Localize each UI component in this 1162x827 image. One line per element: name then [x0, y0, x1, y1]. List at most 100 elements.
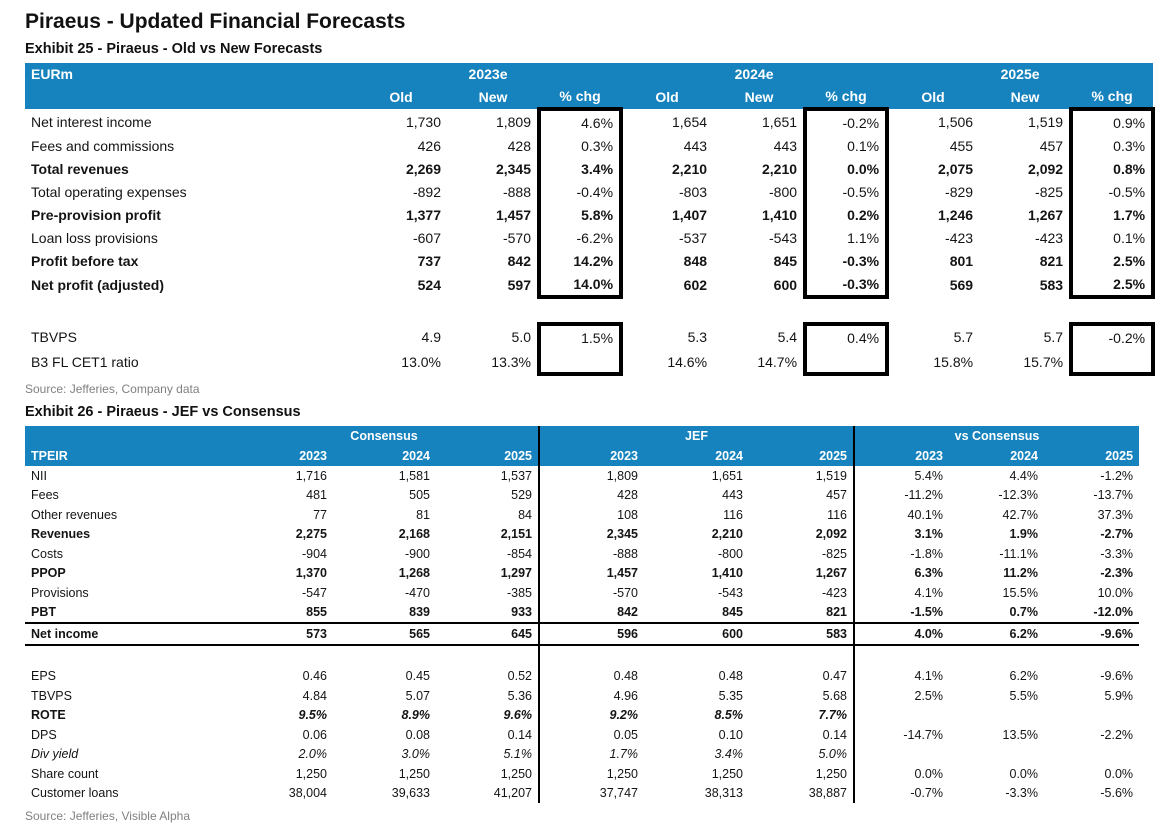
- cell: 13.5%: [1002, 727, 1038, 742]
- cell: -547: [301, 585, 327, 600]
- cell: 5.1%: [503, 747, 533, 762]
- cell: 2,210: [671, 160, 708, 177]
- table-row: ROTE 9.5% 8.9% 9.6% 9.2% 8.5% 7.7%: [25, 705, 1139, 725]
- row-label: Other revenues: [31, 507, 118, 522]
- table-row: Profit before tax 737 842 14.2% 848 845 -0.3% 8…: [25, 249, 1156, 272]
- cell: 1,250: [295, 766, 327, 781]
- cell: -900: [404, 546, 430, 561]
- cell: 4.6%: [536, 107, 624, 134]
- row-label: Fees and commissions: [31, 137, 175, 154]
- year-group-header: 2025e: [887, 63, 1154, 85]
- cell: 5.9%: [1104, 688, 1134, 703]
- cell: -423: [821, 585, 847, 600]
- cell: 2,210: [761, 160, 798, 177]
- cell: 0.3%: [1069, 134, 1156, 157]
- row-label: Total operating expenses: [31, 183, 187, 200]
- table-row: EPS 0.46 0.45 0.52 0.48 0.48 0.47 4.1% 6.2% -9.6%: [25, 666, 1139, 686]
- cell: 6.3%: [853, 563, 949, 583]
- row-label: Net profit (adjusted): [31, 276, 164, 293]
- row-label: TBVPS: [31, 688, 72, 703]
- cell: 1,410: [711, 566, 743, 581]
- cell: 0.48: [538, 666, 644, 686]
- cell: 0.45: [405, 669, 430, 684]
- cell: 14.0%: [536, 272, 624, 299]
- cell: -537: [679, 229, 708, 246]
- cell: 3.1%: [853, 524, 949, 544]
- cell: 1,506: [938, 113, 974, 130]
- cell: 39,633: [391, 786, 430, 801]
- row-label: TBVPS: [31, 328, 77, 345]
- row-label: ROTE: [31, 708, 66, 723]
- row-label: Fees: [31, 488, 59, 503]
- column-header: % chg: [539, 85, 622, 109]
- exhibit25-table: EURm 2023e 2024e 2025e Old New % chg Old…: [25, 63, 1156, 376]
- cell: 428: [507, 137, 531, 154]
- cell: 13.3%: [491, 353, 531, 370]
- table-row: Fees and commissions 426 428 0.3% 443 443 0.1%…: [25, 134, 1156, 157]
- cell: [1044, 745, 1139, 765]
- cell: 597: [507, 276, 531, 293]
- cell: 481: [306, 488, 327, 503]
- cell: -9.6%: [1100, 669, 1134, 684]
- spacer-row: [25, 644, 1139, 667]
- table-row: TBVPS 4.9 5.0 1.5% 5.3 5.4 0.4% 5.7 5.7 -0.2%: [25, 322, 1156, 349]
- cell: 2.0%: [298, 747, 328, 762]
- cell: -0.2%: [1069, 322, 1156, 349]
- header-spacer-cell: [25, 85, 355, 109]
- cell: 1,537: [500, 468, 532, 483]
- cell: 602: [683, 276, 708, 293]
- cell: 0.0%: [1104, 766, 1134, 781]
- cell: -854: [506, 546, 532, 561]
- cell: 455: [949, 137, 974, 154]
- row-label: PBT: [31, 605, 56, 620]
- cell: 845: [722, 605, 743, 620]
- row-label: Costs: [31, 546, 63, 561]
- cell: 821: [1039, 252, 1064, 269]
- column-header: 2024: [333, 446, 436, 466]
- table-row: Net income 573 565 645 596 600 583 4.0% 6.2% -9.6…: [25, 622, 1140, 646]
- cell: 40.1%: [853, 505, 949, 525]
- cell: -0.5%: [1069, 180, 1156, 203]
- cell: 2,345: [538, 524, 644, 544]
- cell: 14.6%: [667, 353, 708, 370]
- table-row: Revenues 2,275 2,168 2,151 2,345 2,210 2,092 3.…: [25, 524, 1139, 544]
- column-header: % chg: [1071, 85, 1154, 109]
- cell: 1,651: [711, 468, 743, 483]
- row-label: Net interest income: [31, 113, 152, 130]
- cell: [1069, 349, 1156, 376]
- table-row: TBVPS 4.84 5.07 5.36 4.96 5.35 5.68 2.5% 5.5% 5.9…: [25, 686, 1139, 706]
- cell: [749, 645, 854, 667]
- column-header: 2024: [949, 446, 1044, 466]
- row-label: Provisions: [31, 585, 89, 600]
- cell: 1,250: [500, 766, 532, 781]
- cell: 37,747: [538, 783, 644, 803]
- cell: -892: [412, 183, 441, 200]
- sub-header-row: Old New % chg Old New % chg Old New % ch…: [25, 85, 1154, 109]
- cell: 5.0: [511, 328, 531, 345]
- cell: 1,250: [398, 766, 430, 781]
- column-header: 2025: [1044, 446, 1140, 466]
- cell: 600: [773, 276, 798, 293]
- cell: [853, 644, 949, 667]
- cell: 2,345: [495, 160, 531, 177]
- exhibit26-header: Consensus JEF vs Consensus TPEIR 2023 20…: [25, 426, 1140, 466]
- cell: -607: [412, 229, 441, 246]
- cell: 14.2%: [536, 249, 624, 272]
- cell: 5.36: [507, 688, 532, 703]
- cell: 0.14: [822, 727, 847, 742]
- cell: 0.0%: [853, 764, 949, 784]
- cell: -385: [506, 585, 532, 600]
- cell: -825: [821, 546, 847, 561]
- cell: 0.4%: [803, 322, 890, 349]
- cell: -0.3%: [803, 272, 890, 299]
- cell: 848: [683, 252, 708, 269]
- ticker-label: TPEIR: [25, 446, 230, 466]
- row-label: EPS: [31, 669, 57, 684]
- cell: 583: [1039, 276, 1064, 293]
- table-row: Net interest income 1,730 1,809 4.6% 1,654 1,…: [25, 107, 1156, 134]
- exhibit26-body: NII 1,716 1,581 1,537 1,809 1,651 1,519 5.4% 4.4…: [25, 466, 1140, 803]
- cell: 5.0%: [818, 747, 848, 762]
- cell: 933: [511, 605, 532, 620]
- cell: 2,168: [398, 527, 430, 542]
- column-header: New: [979, 85, 1072, 109]
